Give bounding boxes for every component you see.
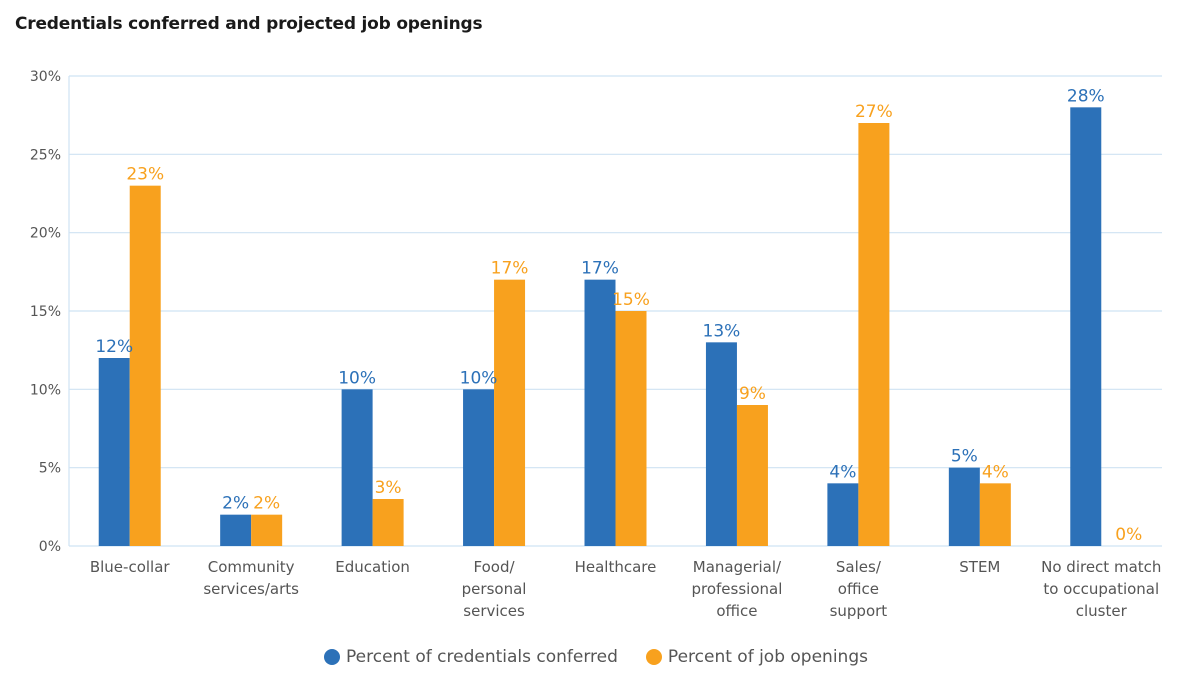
- legend-item-job-openings: Percent of job openings: [645, 647, 868, 667]
- y-tick-label: 0%: [39, 539, 61, 555]
- bar-credentials: [705, 342, 737, 546]
- bar-credentials: [1070, 107, 1102, 546]
- data-label: 17%: [491, 259, 529, 279]
- bar-chart: 0% 5% 10% 15% 20% 25% 30% 12% 23% 2% 2% 10% 3% 10% 17…: [30, 69, 1162, 620]
- bar-credentials: [948, 467, 980, 546]
- x-tick-label: Blue-collar: [90, 558, 171, 576]
- data-label: 4%: [982, 462, 1009, 482]
- legend-item-credentials: Percent of credentials conferred: [324, 647, 618, 667]
- data-label: 2%: [253, 494, 280, 514]
- data-label: 2%: [222, 494, 249, 514]
- x-tick-label: Managerial/professional office: [691, 558, 782, 620]
- data-label: 5%: [951, 447, 978, 467]
- data-labels: 12%23%2% 2%10%3%10%17% 17%15%13%9%4%27%5%4…: [95, 86, 1142, 545]
- data-label: 23%: [126, 165, 164, 185]
- bar-job-openings: [979, 483, 1011, 546]
- legend-swatch-job-openings: [645, 649, 662, 665]
- data-label: 27%: [855, 102, 893, 122]
- x-axis: Blue-collar Community services/arts Educati…: [90, 558, 1162, 620]
- x-tick-label: Education: [335, 558, 410, 576]
- bar-credentials: [98, 358, 130, 546]
- data-label: 3%: [375, 478, 402, 498]
- bar-credentials: [463, 389, 495, 546]
- bar-job-openings: [858, 123, 890, 546]
- bar-job-openings: [372, 499, 404, 546]
- bar-credentials: [827, 483, 859, 546]
- data-label: 9%: [739, 384, 766, 404]
- data-label: 15%: [612, 290, 650, 310]
- data-label: 13%: [703, 321, 741, 341]
- y-axis: 0% 5% 10% 15% 20% 25% 30%: [30, 69, 61, 555]
- bar-job-openings: [615, 311, 647, 546]
- legend-label-credentials: Percent of credentials conferred: [346, 647, 618, 667]
- bar-credentials: [584, 279, 616, 546]
- data-label: 17%: [581, 259, 619, 279]
- y-tick-label: 15%: [30, 304, 61, 320]
- legend: Percent of credentials conferred Percent…: [0, 647, 1192, 667]
- bar-job-openings: [736, 405, 768, 546]
- bar-job-openings: [129, 185, 161, 546]
- data-label: 10%: [460, 368, 498, 388]
- y-tick-label: 10%: [30, 382, 61, 398]
- y-tick-label: 5%: [39, 461, 61, 477]
- x-tick-label: Community services/arts: [203, 558, 299, 598]
- chart-title: Credentials conferred and projected job …: [15, 14, 483, 34]
- x-tick-label: Food/personal services: [462, 558, 527, 620]
- y-tick-label: 30%: [30, 69, 61, 85]
- x-tick-label: Healthcare: [575, 558, 657, 576]
- x-tick-label: No direct match to occupational cluster: [1041, 558, 1161, 620]
- bar-credentials: [341, 389, 373, 546]
- data-label: 28%: [1067, 86, 1105, 106]
- data-label: 12%: [95, 337, 133, 357]
- legend-swatch-credentials: [324, 649, 340, 665]
- y-tick-label: 20%: [30, 226, 61, 242]
- data-label: 10%: [338, 368, 376, 388]
- y-tick-label: 25%: [30, 147, 61, 163]
- x-tick-label: Sales/office support: [830, 558, 888, 620]
- bars: [98, 107, 1102, 546]
- bar-job-openings: [494, 279, 526, 546]
- data-label: 4%: [829, 462, 856, 482]
- bar-credentials: [220, 514, 252, 546]
- bar-job-openings: [251, 514, 283, 546]
- legend-label-job-openings: Percent of job openings: [667, 647, 868, 667]
- x-tick-label: STEM: [959, 558, 1000, 576]
- data-label: 0%: [1115, 525, 1142, 545]
